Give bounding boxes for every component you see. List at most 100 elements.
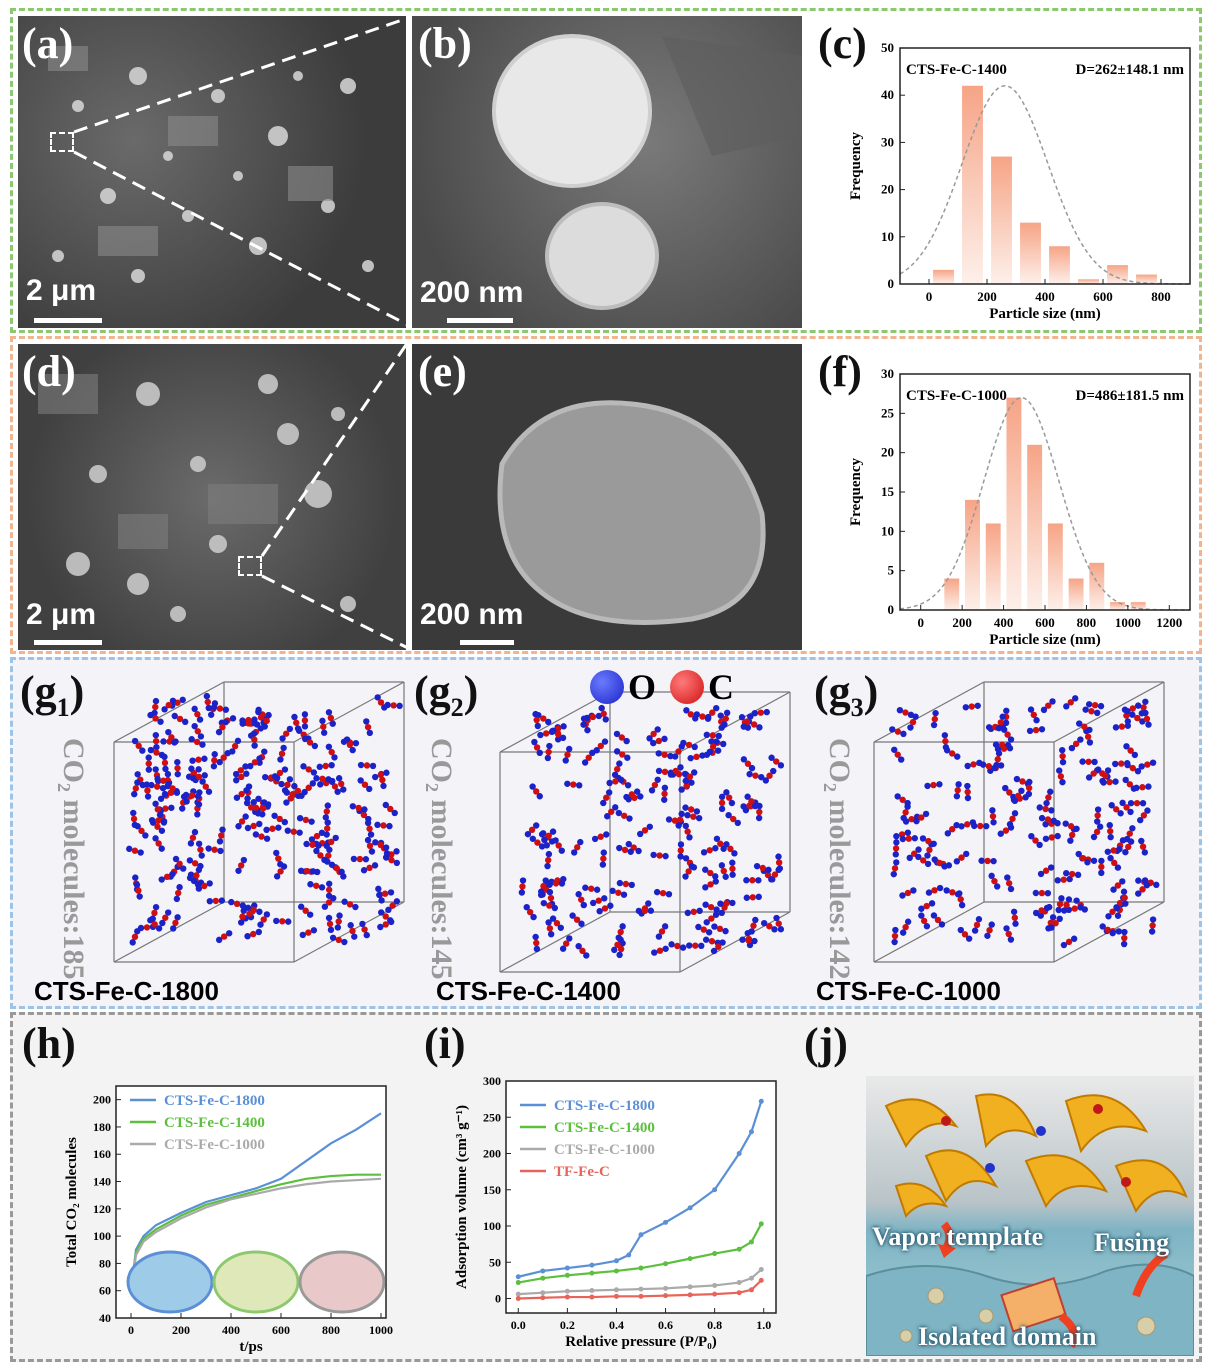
co2-carbon [585,754,592,761]
co2-oxygen [174,758,181,766]
co2-carbon [902,709,909,716]
co2-oxygen [611,771,619,779]
co2-oxygen [393,859,401,867]
co2-oxygen [242,763,249,770]
co2-carbon [588,885,595,892]
series-line-0 [129,1112,382,1291]
co2-oxygen [359,920,366,928]
co2-oxygen [953,821,960,829]
series-point-2 [736,1280,742,1286]
co2-oxygen [997,762,1005,769]
co2-oxygen [182,791,190,799]
co2-carbon [904,889,912,897]
co2-oxygen [718,793,726,801]
co2-carbon [326,920,334,928]
co2-oxygen [1098,869,1105,877]
co2-oxygen [1094,709,1101,717]
co2-oxygen [990,857,997,865]
co2-oxygen [537,731,544,739]
co2-carbon [1006,789,1013,796]
co2-oxygen [1127,838,1135,845]
co2-oxygen [196,716,204,723]
co2-oxygen [357,777,364,784]
co2-oxygen [334,924,342,931]
co2-oxygen [188,765,195,772]
co2-oxygen [195,801,203,808]
co2-carbon [661,751,668,758]
co2-oxygen [620,891,628,898]
x-tick-label: 600 [1035,615,1055,630]
co2-carbon [603,794,610,801]
co2-oxygen [1098,857,1105,865]
co2-carbon [766,772,773,779]
co2-oxygen [755,814,763,822]
co2-oxygen [683,707,690,714]
series-point-3 [540,1295,546,1301]
co2-carbon [302,907,309,914]
co2-oxygen [1114,912,1122,919]
co2-oxygen [1055,906,1062,914]
co2-oxygen [154,775,161,783]
series-point-1 [613,1268,619,1274]
co2-oxygen [893,859,900,866]
co2-carbon [725,794,733,801]
co2-oxygen [624,782,632,789]
co2-carbon [305,929,312,936]
gaussian-fit [899,396,1191,611]
co2-oxygen [1036,841,1043,849]
co2-oxygen [158,827,166,834]
x-tick-label: 1000 [369,1323,393,1337]
co2-carbon [964,788,971,796]
co2-oxygen [702,936,710,943]
co2-carbon [532,788,540,795]
co2-carbon [659,889,667,897]
co2-oxygen [1007,736,1015,743]
co2-oxygen [693,711,701,718]
co2-carbon [233,900,241,908]
co2-carbon [994,756,1001,763]
co2-oxygen [179,865,187,872]
co2-oxygen [675,822,682,829]
co2-oxygen [936,781,943,788]
sem-texture-b [492,34,802,310]
co2-oxygen [265,711,272,719]
co2-oxygen [713,835,721,842]
bar-3 [1006,397,1022,610]
co2-carbon [1104,926,1111,933]
co2-carbon [366,825,373,832]
co2-carbon [707,881,714,888]
co2-carbon [553,919,561,927]
co2-oxygen [964,762,971,770]
co2-oxygen [172,855,180,863]
co2-oxygen [899,892,906,899]
co2-oxygen [752,916,759,924]
x-tick-label: 1000 [1115,615,1141,630]
bar-5 [1078,279,1099,284]
co2-oxygen [1099,923,1106,930]
co2-oxygen [747,713,754,720]
co2-carbon [277,868,284,875]
schematic-text-2: Fusing [1094,1228,1170,1257]
co2-carbon [729,865,736,872]
co2-oxygen [906,854,913,862]
co2-oxygen [189,775,197,782]
co2-carbon [1060,876,1067,883]
co2-oxygen [1090,857,1098,864]
co2-carbon [891,932,899,940]
co2-oxygen [240,856,248,864]
cube-edge-g1 [293,901,405,963]
co2-oxygen [378,909,385,916]
co2-oxygen [205,845,212,852]
co2-oxygen [915,846,922,853]
co2-oxygen [728,799,736,807]
co2-carbon [533,939,540,947]
co2-oxygen [702,884,709,891]
chart-annotation: D=486±181.5 nm [1076,388,1185,404]
co2-oxygen [1138,837,1145,845]
co2-carbon [324,825,331,832]
co2-oxygen [234,737,242,745]
series-point-0 [515,1274,521,1280]
co2-carbon [672,767,679,775]
co2-carbon [151,909,158,917]
co2-carbon [655,737,663,745]
